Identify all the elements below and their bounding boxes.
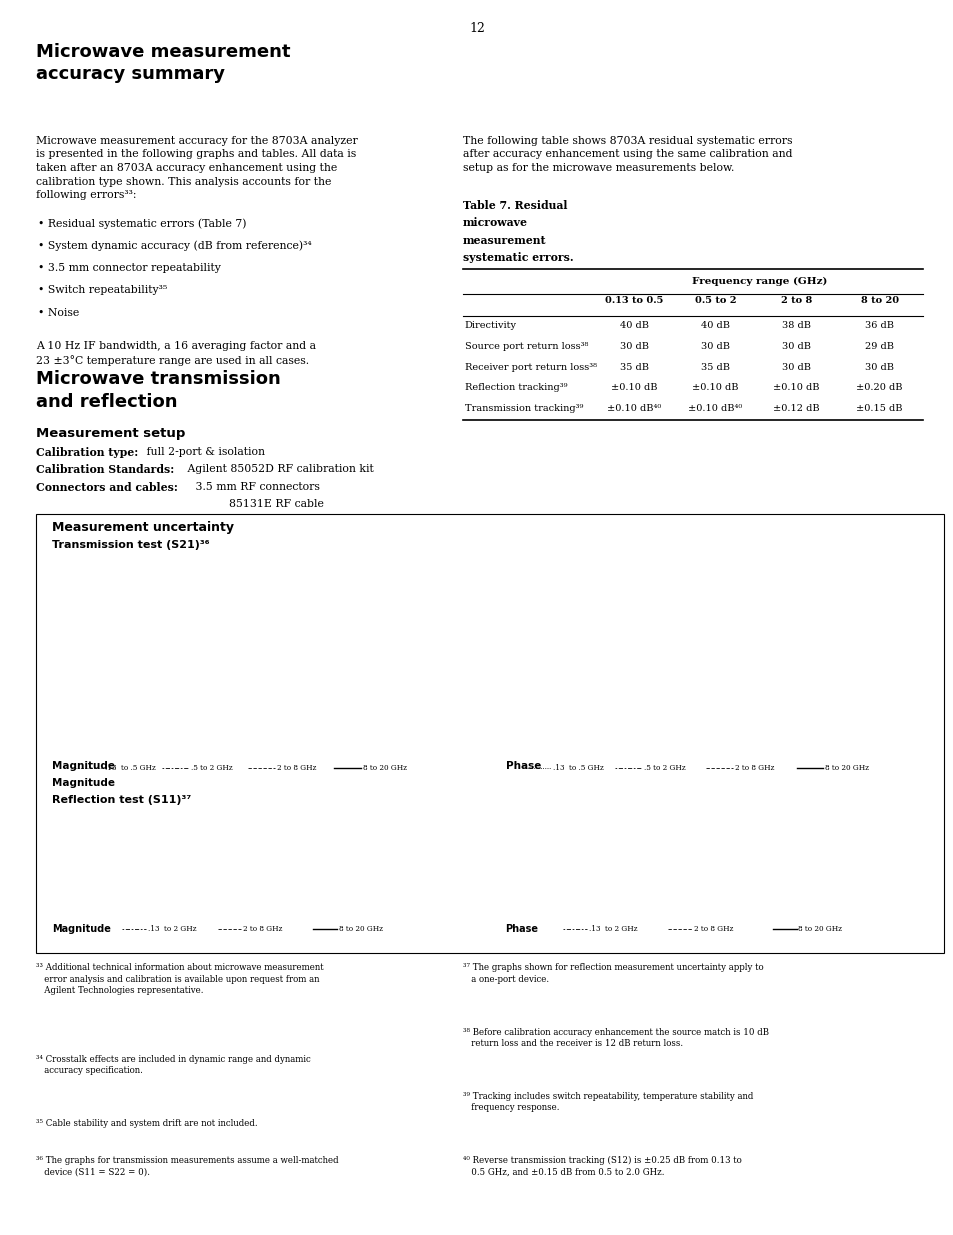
Text: ±0.10 dB⁴⁰: ±0.10 dB⁴⁰: [607, 404, 660, 412]
Text: 29 dB: 29 dB: [864, 342, 893, 351]
Text: ±0.10 dB⁴⁰: ±0.10 dB⁴⁰: [688, 404, 741, 412]
Text: 38 dB: 38 dB: [781, 321, 810, 330]
Text: Transmission tracking³⁹: Transmission tracking³⁹: [464, 404, 582, 412]
X-axis label: S21 Transmission Coefficient: S21 Transmission Coefficient: [659, 779, 771, 787]
Text: Phase: Phase: [505, 924, 538, 934]
Text: Frequency range (GHz): Frequency range (GHz): [692, 277, 826, 285]
Text: 40 dB: 40 dB: [700, 321, 729, 330]
Text: Measurement uncertainty: Measurement uncertainty: [52, 521, 234, 535]
X-axis label: S21 Transmission Coefficient: S21 Transmission Coefficient: [192, 779, 304, 787]
Text: Magnitude: Magnitude: [52, 778, 115, 788]
Text: ³⁷ The graphs shown for reflection measurement uncertainty apply to
   a one-por: ³⁷ The graphs shown for reflection measu…: [462, 963, 762, 984]
Text: 30 dB: 30 dB: [700, 342, 729, 351]
Text: 8 to 20 GHz: 8 to 20 GHz: [798, 925, 841, 932]
Text: Magnitude: Magnitude: [52, 761, 115, 771]
Text: 8 to 20: 8 to 20: [860, 296, 898, 305]
Text: ³⁹ Tracking includes switch repeatability, temperature stability and
   frequenc: ³⁹ Tracking includes switch repeatabilit…: [462, 1092, 752, 1113]
Text: .5 to 2 GHz: .5 to 2 GHz: [643, 764, 685, 772]
Text: The following table shows 8703A residual systematic errors
after accuracy enhanc: The following table shows 8703A residual…: [462, 136, 791, 173]
Text: .5 to 2 GHz: .5 to 2 GHz: [191, 764, 233, 772]
Text: Reflection test (S11)³⁷: Reflection test (S11)³⁷: [52, 795, 192, 805]
Text: Connectors and cables:: Connectors and cables:: [36, 482, 178, 493]
Text: • System dynamic accuracy (dB from reference)³⁴: • System dynamic accuracy (dB from refer…: [38, 241, 312, 252]
Text: ±0.10 dB: ±0.10 dB: [773, 383, 819, 393]
Text: measurement: measurement: [462, 235, 546, 246]
Text: Directivity: Directivity: [464, 321, 517, 330]
Y-axis label: S21 Uncertainty (dB): S21 Uncertainty (dB): [42, 618, 50, 699]
Text: Microwave measurement
accuracy summary: Microwave measurement accuracy summary: [36, 43, 291, 84]
Text: ³⁵ Cable stability and system drift are not included.: ³⁵ Cable stability and system drift are …: [36, 1119, 257, 1128]
Text: ±0.12 dB: ±0.12 dB: [773, 404, 819, 412]
Text: microwave: microwave: [462, 217, 527, 228]
Text: 40 dB: 40 dB: [619, 321, 648, 330]
Text: 30 dB: 30 dB: [619, 342, 648, 351]
Text: full 2-port & isolation: full 2-port & isolation: [143, 447, 265, 457]
Text: 2 to 8 GHz: 2 to 8 GHz: [693, 925, 732, 932]
Text: ±0.10 dB: ±0.10 dB: [611, 383, 657, 393]
X-axis label: S11 Reflection Coefficient: S11 Reflection Coefficient: [664, 940, 765, 947]
Text: .13  to 2 GHz: .13 to 2 GHz: [588, 925, 637, 932]
Text: Calibration Standards:: Calibration Standards:: [36, 464, 174, 475]
Text: Microwave transmission
and reflection: Microwave transmission and reflection: [36, 370, 281, 411]
Text: 30 dB: 30 dB: [781, 342, 810, 351]
Text: Measurement setup: Measurement setup: [36, 427, 186, 441]
Y-axis label: S11 Uncertainty (deg): S11 Uncertainty (deg): [493, 821, 500, 906]
Text: 2 to 8: 2 to 8: [781, 296, 811, 305]
Text: Receiver port return loss³⁸: Receiver port return loss³⁸: [464, 363, 596, 372]
Text: .13  to .5 GHz: .13 to .5 GHz: [553, 764, 603, 772]
Text: 85131E RF cable: 85131E RF cable: [229, 499, 323, 509]
Text: Microwave measurement accuracy for the 8703A analyzer
is presented in the follow: Microwave measurement accuracy for the 8…: [36, 136, 357, 200]
Text: 2 to 8 GHz: 2 to 8 GHz: [243, 925, 282, 932]
Text: systematic errors.: systematic errors.: [462, 252, 573, 263]
Text: ±0.15 dB: ±0.15 dB: [856, 404, 902, 412]
Text: Table 7. Residual: Table 7. Residual: [462, 200, 567, 211]
Text: Agilent 85052D RF calibration kit: Agilent 85052D RF calibration kit: [184, 464, 374, 474]
Text: • Noise: • Noise: [38, 308, 79, 317]
Text: 30 dB: 30 dB: [864, 363, 893, 372]
Text: • Switch repeatability³⁵: • Switch repeatability³⁵: [38, 285, 167, 295]
Y-axis label: S21 Uncertainty (deg): S21 Uncertainty (deg): [492, 615, 500, 701]
Text: Reflection tracking³⁹: Reflection tracking³⁹: [464, 383, 566, 393]
Text: ³⁸ Before calibration accuracy enhancement the source match is 10 dB
   return l: ³⁸ Before calibration accuracy enhanceme…: [462, 1028, 768, 1049]
Y-axis label: S11 Uncertainty (lin): S11 Uncertainty (lin): [43, 824, 51, 904]
Text: 35 dB: 35 dB: [619, 363, 648, 372]
X-axis label: S11 Reflection Coefficient: S11 Reflection Coefficient: [197, 940, 298, 947]
Text: 2 to 8 GHz: 2 to 8 GHz: [734, 764, 773, 772]
Text: Transmission test (S21)³⁶: Transmission test (S21)³⁶: [52, 540, 210, 550]
Text: 0.5 to 2: 0.5 to 2: [694, 296, 736, 305]
Text: Calibration type:: Calibration type:: [36, 447, 138, 458]
Text: ±0.10 dB: ±0.10 dB: [692, 383, 738, 393]
Text: ⁴⁰ Reverse transmission tracking (S12) is ±0.25 dB from 0.13 to
   0.5 GHz, and : ⁴⁰ Reverse transmission tracking (S12) i…: [462, 1156, 740, 1177]
Text: 3.5 mm RF connectors: 3.5 mm RF connectors: [192, 482, 319, 492]
Text: 8 to 20 GHz: 8 to 20 GHz: [362, 764, 406, 772]
Text: 35 dB: 35 dB: [700, 363, 729, 372]
Text: • 3.5 mm connector repeatability: • 3.5 mm connector repeatability: [38, 263, 221, 273]
Text: 8 to 20 GHz: 8 to 20 GHz: [338, 925, 382, 932]
Text: Phase: Phase: [505, 761, 540, 771]
Text: Magnitude: Magnitude: [52, 924, 112, 934]
Text: 30 dB: 30 dB: [781, 363, 810, 372]
Text: .13  to .5 GHz: .13 to .5 GHz: [105, 764, 155, 772]
Text: ³⁶ The graphs for transmission measurements assume a well-matched
   device (S11: ³⁶ The graphs for transmission measureme…: [36, 1156, 338, 1177]
Text: • Residual systematic errors (Table 7): • Residual systematic errors (Table 7): [38, 219, 247, 230]
Text: Source port return loss³⁸: Source port return loss³⁸: [464, 342, 587, 351]
Text: ³⁴ Crosstalk effects are included in dynamic range and dynamic
   accuracy speci: ³⁴ Crosstalk effects are included in dyn…: [36, 1055, 311, 1076]
Text: 36 dB: 36 dB: [864, 321, 893, 330]
Text: 8 to 20 GHz: 8 to 20 GHz: [824, 764, 868, 772]
Text: 12: 12: [469, 22, 484, 36]
Text: ³³ Additional technical information about microwave measurement
   error analysi: ³³ Additional technical information abou…: [36, 963, 323, 995]
Text: 2 to 8 GHz: 2 to 8 GHz: [276, 764, 315, 772]
Text: .13  to 2 GHz: .13 to 2 GHz: [148, 925, 196, 932]
Text: A 10 Hz IF bandwidth, a 16 averaging factor and a
23 ±3°C temperature range are : A 10 Hz IF bandwidth, a 16 averaging fac…: [36, 341, 316, 366]
Text: 0.13 to 0.5: 0.13 to 0.5: [604, 296, 663, 305]
Text: ±0.20 dB: ±0.20 dB: [856, 383, 902, 393]
